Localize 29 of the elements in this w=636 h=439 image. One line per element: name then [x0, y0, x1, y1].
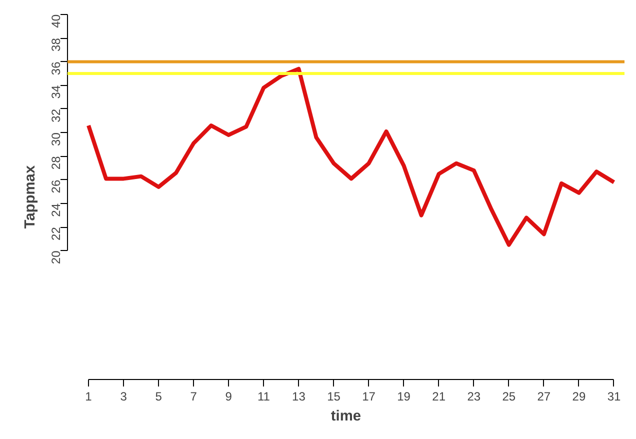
x-tick-label: 11: [257, 390, 270, 404]
y-tick-label: 20: [49, 250, 63, 264]
x-tick-label: 15: [327, 390, 341, 404]
y-tick-label: 22: [49, 226, 63, 240]
x-tick-label: 9: [225, 390, 232, 404]
x-axis-title: time: [330, 408, 362, 424]
x-tick-label: 29: [572, 390, 586, 404]
x-tick-label: 13: [292, 390, 306, 404]
y-tick-label: 28: [49, 156, 63, 170]
x-tick-label: 31: [607, 390, 621, 404]
y-tick-label: 38: [49, 38, 63, 52]
x-tick-label: 19: [397, 390, 411, 404]
x-tick-label: 25: [502, 390, 516, 404]
y-axis-title: Tappmax: [22, 164, 38, 229]
y-tick-label: 26: [49, 180, 63, 194]
y-tick-label: 30: [49, 132, 63, 146]
x-tick-label: 1: [85, 390, 92, 404]
y-tick-label: 40: [49, 14, 63, 28]
x-tick-label: 21: [432, 390, 446, 404]
x-tick-label: 27: [537, 390, 551, 404]
y-tick-label: 24: [49, 203, 63, 217]
y-tick-label: 36: [49, 61, 63, 76]
y-tick-label: 32: [49, 108, 63, 122]
x-tick-label: 3: [120, 390, 128, 404]
x-tick-label: 17: [362, 390, 376, 404]
x-tick-label: 5: [155, 390, 162, 404]
y-tick-label: 34: [49, 85, 63, 99]
x-tick-label: 23: [467, 390, 481, 404]
x-tick-label: 7: [190, 390, 198, 404]
